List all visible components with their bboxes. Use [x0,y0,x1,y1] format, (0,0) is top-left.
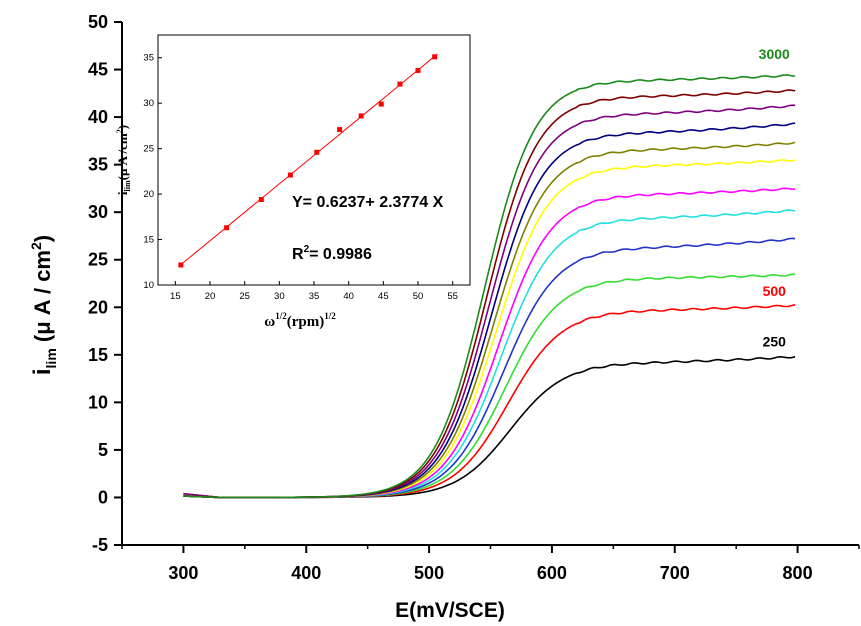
iylabel-main: i [115,191,130,195]
series-label: 250 [763,333,787,349]
polarization-curve [183,355,796,499]
inset-x-tick-label: 40 [343,291,354,302]
inset-data-point [224,225,230,231]
inset-x-tick-label: 15 [170,291,181,302]
inset-y-axis-title: ilim(μ A /cm2) [115,125,132,195]
inset-x-tick-label: 20 [205,291,216,302]
iylabel-rest: (μ A /cm [115,133,130,180]
inset-x-tick-label: 35 [309,291,320,302]
main-y-tick-label: -5 [92,535,108,555]
ylabel-main: i [29,368,56,375]
inset-data-point [258,197,264,203]
r2-rest: = 0.9986 [309,246,372,263]
main-y-tick-label: 0 [98,487,108,507]
main-series-group [183,74,796,499]
ixlabel-rest: (rpm) [287,314,325,330]
main-series-labels: 3000 500 250 [759,46,790,349]
inset-data-point [378,101,384,107]
inset-r2: R2= 0.9986 [292,244,372,263]
ixlabel-main: ω [264,314,275,330]
inset-axis-ticks: 10 15 20 25 30 35 15 20 25 30 35 40 45 50 55 [143,53,458,302]
iylabel-sub: lim [123,180,132,191]
inset-data-point [415,67,421,73]
main-y-tick-label: 50 [88,12,108,32]
inset-y-tick-label: 15 [143,235,154,246]
inset-x-tick-label: 30 [274,291,285,302]
inset-data-point [314,149,320,155]
inset-frame [157,34,471,286]
main-y-tick-label: 10 [88,392,108,412]
inset-data-point [397,81,403,87]
ylabel-close: ) [30,235,55,242]
inset-equation: Y= 0.6237+ 2.3774 X [292,194,444,211]
main-y-tick-label: 30 [88,202,108,222]
r2-main: R [292,246,304,263]
main-y-tick-label: 45 [88,60,108,80]
main-y-tick-label: 5 [98,440,108,460]
main-y-tick-label: 40 [88,107,108,127]
main-y-tick-label: 20 [88,297,108,317]
r2-sup: 2 [304,244,310,255]
series-label: 3000 [759,46,790,62]
inset-y-tick-label: 25 [143,144,154,155]
ylabel-sup: 2 [28,242,44,250]
main-x-tick-label: 500 [414,563,444,583]
polarization-curve [183,304,796,499]
inset-y-tick-label: 20 [143,189,154,200]
inset-data-point [432,54,438,60]
inset-data-point [287,172,293,178]
main-x-tick-label: 700 [660,563,690,583]
inset-fit-line [178,53,438,267]
inset-y-tick-label: 30 [143,98,154,109]
ylabel-sub: lim [43,348,59,368]
inset-x-tick-label: 25 [239,291,250,302]
main-y-tick-label: 25 [88,250,108,270]
main-y-tick-label: 35 [88,155,108,175]
inset-y-tick-label: 10 [143,280,154,291]
main-axis-ticks: -5 0 5 10 15 20 25 30 35 40 45 50 300 400 500 600 700 800 [88,12,860,583]
main-x-tick-label: 600 [537,563,567,583]
ixlabel-sup2: 1/2 [324,311,336,321]
ylabel-rest: (μ A / cm [30,250,55,348]
main-x-tick-label: 800 [783,563,813,583]
svg-text:ilim(μ A /cm2): ilim(μ A /cm2) [115,125,132,195]
main-y-tick-label: 15 [88,345,108,365]
inset-x-axis-title: ω1/2(rpm)1/2 [264,311,336,330]
inset-x-tick-label: 55 [447,291,458,302]
inset-data-point [337,127,343,133]
iylabel-sup: 2 [115,129,124,133]
inset-x-tick-label: 50 [413,291,424,302]
inset-y-tick-label: 35 [143,53,154,64]
inset-x-tick-label: 45 [378,291,389,302]
main-y-axis-title: ilim (μ A / cm2) [28,235,59,375]
main-x-tick-label: 300 [168,563,198,583]
main-x-axis-title: E(mV/SCE) [395,599,505,622]
inset-series-group [178,53,438,268]
inset-data-point [178,262,184,268]
polarization-curve [183,74,796,499]
main-x-tick-label: 400 [291,563,321,583]
svg-text:ilim (μ A / cm2): ilim (μ A / cm2) [28,235,59,375]
iylabel-close: ) [115,125,130,129]
inset-data-point [358,113,364,119]
ixlabel-sup: 1/2 [275,311,287,321]
series-label: 500 [763,283,787,299]
